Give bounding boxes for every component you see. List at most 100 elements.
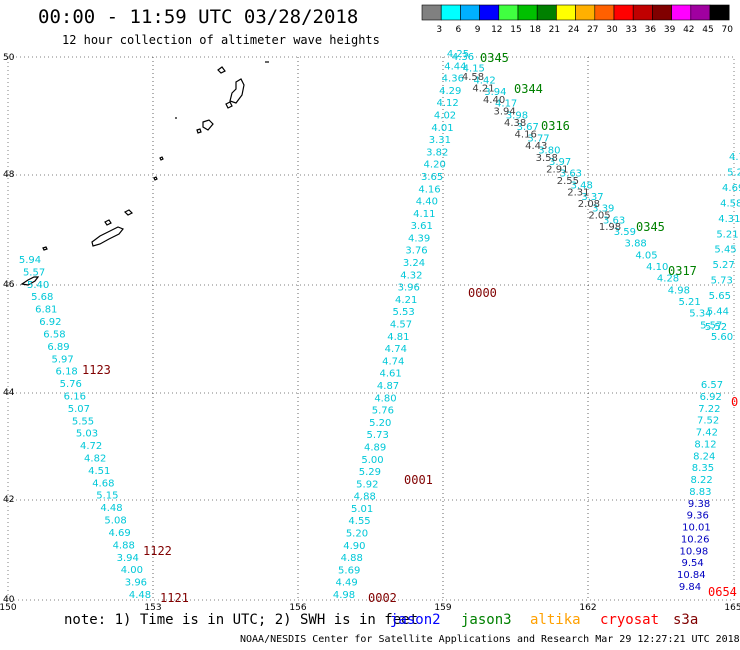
latitude-label: 46 <box>3 280 15 290</box>
swh-value: 4.00 <box>121 565 143 576</box>
legend-label: 27 <box>587 25 598 35</box>
swh-value: 3.48 <box>571 180 593 191</box>
swh-value: 5.65 <box>709 291 731 302</box>
swh-value: 5.97 <box>51 354 73 365</box>
swh-value: 8.83 <box>689 487 711 498</box>
swh-value: 5.29 <box>359 467 381 478</box>
legend-swatch <box>709 4 730 21</box>
legend-label: 45 <box>702 25 713 35</box>
latitude-label: 42 <box>3 495 14 505</box>
swh-value: 4.58 <box>462 72 484 83</box>
swh-value: 5.00 <box>361 455 383 466</box>
swh-value: 4.32 <box>400 270 422 281</box>
swh-value: 3.96 <box>125 578 147 589</box>
swh-value: 4.36 <box>442 74 464 85</box>
swh-value: 3.39 <box>592 204 614 215</box>
time-label: 0 <box>731 395 738 409</box>
swh-value: 6.58 <box>43 329 65 340</box>
longitude-label: 153 <box>144 603 161 613</box>
track-time-labels: 0345 0344 0316 0345 0317 0000 1123 0001 1122 1121… <box>82 51 738 605</box>
swh-value: 10.98 <box>680 546 709 557</box>
time-label: 0317 <box>668 264 697 278</box>
swh-value: 3.31 <box>429 135 451 146</box>
swh-value: 3.58 <box>536 153 558 164</box>
swh-value: 4.89 <box>364 442 386 453</box>
swh-value: 4.17 <box>495 99 517 110</box>
swh-value: 4.90 <box>343 541 365 552</box>
legend-jason3: jason3 <box>461 612 512 628</box>
swh-value: 5.57 <box>23 267 45 278</box>
swh-value: 4.02 <box>434 110 456 121</box>
legend-jason2: jason2 <box>390 612 441 628</box>
swh-value: 3.94 <box>484 87 506 98</box>
swh-value: 3.37 <box>581 192 603 203</box>
swh-value: 5.21 <box>716 229 738 240</box>
swh-value: 9.36 <box>687 511 709 522</box>
latitude-label: 50 <box>3 53 15 63</box>
time-label: 0001 <box>404 473 433 487</box>
swh-value: 5.73 <box>367 430 389 441</box>
longitude-label: 159 <box>434 603 451 613</box>
swh-value: 5.92 <box>356 479 378 490</box>
legend-label: 21 <box>549 25 560 35</box>
swh-value: 4.98 <box>333 590 355 601</box>
swh-value: 6.81 <box>35 305 57 316</box>
swh-value: 4.31 <box>718 214 740 225</box>
swh-value: 4.74 <box>385 344 407 355</box>
swh-value: 4.12 <box>437 98 459 109</box>
time-label: 1121 <box>160 591 189 605</box>
swh-value: 5.69 <box>338 565 360 576</box>
swh-value: 4.69 <box>722 183 740 194</box>
swh-value: 4.10 <box>646 262 668 273</box>
swh-value: 2.05 <box>588 210 610 221</box>
swh-value: 4.98 <box>668 285 690 296</box>
swh-value: 5.27 <box>713 260 735 271</box>
swh-value: 4.40 <box>416 197 438 208</box>
swh-value: 4.39 <box>408 233 430 244</box>
latitude-label: 48 <box>3 170 15 180</box>
legend-label: 39 <box>664 25 676 35</box>
swh-value: 3.94 <box>117 553 139 564</box>
swh-value: 3.88 <box>625 239 647 250</box>
swh-value: 4.01 <box>431 123 453 134</box>
swh-value: 4.88 <box>341 553 363 564</box>
swh-value: 3.24 <box>403 258 425 269</box>
swh-value: 4.28 <box>657 274 679 285</box>
swh-value: 4.11 <box>413 209 435 220</box>
legend-label: 12 <box>491 25 502 35</box>
swh-value: 5.45 <box>714 245 736 256</box>
swh-value: 4.20 <box>424 160 446 171</box>
swh-value: 5.07 <box>68 404 90 415</box>
swh-value: 3.67 <box>517 122 539 133</box>
time-label: 0316 <box>541 119 570 133</box>
swh-value: 9.54 <box>681 558 703 569</box>
swh-value: 4.55 <box>348 516 370 527</box>
swh-value: 10.26 <box>681 534 710 545</box>
legend-altika: altika <box>530 612 581 628</box>
legend-label: 15 <box>510 25 521 35</box>
swh-value: 5.60 <box>711 332 733 343</box>
swh-value: 6.92 <box>39 317 61 328</box>
swh-value: 4.7 <box>729 152 740 163</box>
swh-value: 5.20 <box>346 529 368 540</box>
time-label: 0002 <box>368 591 397 605</box>
swh-value: 4.15 <box>463 64 485 75</box>
swh-value: 10.84 <box>677 570 706 581</box>
swh-value: 4.38 <box>504 118 526 129</box>
swh-value: 5.76 <box>372 406 394 417</box>
swh-value: 4.88 <box>354 492 376 503</box>
swh-value: 4.81 <box>387 332 409 343</box>
map-frame <box>7 56 735 601</box>
swh-value: 5.55 <box>72 416 94 427</box>
time-label: 1122 <box>143 544 172 558</box>
longitude-label: 150 <box>0 603 17 613</box>
swh-value: 4.49 <box>335 578 357 589</box>
swh-value: 8.24 <box>693 451 715 462</box>
swh-value: 5.21 <box>678 297 700 308</box>
swh-value: 4.57 <box>390 320 412 331</box>
swh-value: 5.57 <box>700 320 722 331</box>
swh-value: 3.94 <box>493 107 515 118</box>
swh-value: 3.63 <box>603 215 625 226</box>
swh-value: 9.38 <box>688 499 710 510</box>
